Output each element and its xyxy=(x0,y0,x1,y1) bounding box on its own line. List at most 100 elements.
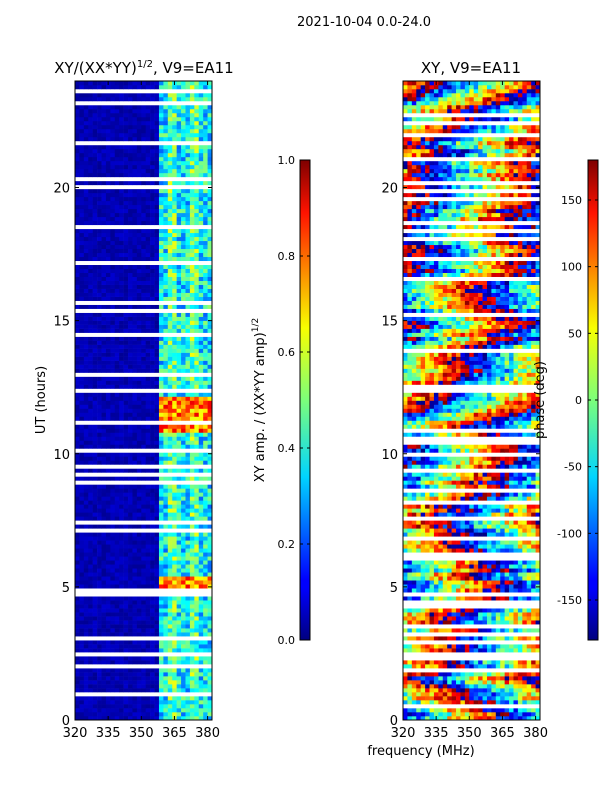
heatmap-cell xyxy=(189,452,195,457)
heatmap-cell xyxy=(75,624,80,629)
heatmap-cell xyxy=(83,612,89,617)
heatmap-cell xyxy=(158,172,164,178)
heatmap-cell xyxy=(194,648,200,653)
heatmap-cell xyxy=(123,672,129,677)
heatmap-cell xyxy=(198,524,204,529)
heatmap-cell xyxy=(194,204,200,210)
heatmap-cell xyxy=(198,688,204,693)
heatmap-cell xyxy=(79,500,85,505)
heatmap-cell xyxy=(181,688,186,693)
heatmap-cell xyxy=(198,348,204,353)
heatmap-cell xyxy=(150,440,155,445)
heatmap-cell xyxy=(141,136,147,142)
heatmap-cell xyxy=(141,360,147,365)
heatmap-cell xyxy=(97,212,102,218)
heatmap-cell xyxy=(136,540,142,545)
heatmap-cell xyxy=(110,488,116,493)
heatmap-cell xyxy=(119,81,124,86)
heatmap-cell xyxy=(176,268,182,273)
heatmap-cell xyxy=(181,444,186,449)
heatmap-cell xyxy=(92,356,98,361)
heatmap-cell xyxy=(123,400,129,405)
heatmap-cell xyxy=(105,536,111,541)
heatmap-cell xyxy=(83,156,89,162)
heatmap-cell xyxy=(114,116,120,122)
heatmap-cell xyxy=(119,364,124,369)
heatmap-cell xyxy=(128,680,133,685)
heatmap-cell xyxy=(176,656,182,661)
heatmap-cell xyxy=(136,600,142,605)
heatmap-cell xyxy=(110,648,116,653)
heatmap-cell xyxy=(522,716,528,721)
heatmap-cell xyxy=(145,656,151,661)
heatmap-cell xyxy=(176,352,182,357)
heatmap-cell xyxy=(110,540,116,545)
heatmap-cell xyxy=(203,312,208,317)
heatmap-cell xyxy=(535,716,541,721)
heatmap-cell xyxy=(429,608,435,613)
heatmap-cell xyxy=(110,148,116,154)
heatmap-cell xyxy=(141,628,147,633)
heatmap-cell xyxy=(189,404,195,409)
heatmap-cell xyxy=(176,532,182,537)
heatmap-cell xyxy=(163,492,169,497)
heatmap-cell xyxy=(136,380,142,385)
heatmap-cell xyxy=(132,320,138,325)
heatmap-cell xyxy=(154,220,160,226)
heatmap-cell xyxy=(425,676,430,681)
heatmap-cell xyxy=(79,312,85,317)
heatmap-cell xyxy=(145,704,151,709)
heatmap-cell xyxy=(114,640,120,645)
heatmap-cell xyxy=(114,676,120,681)
heatmap-cell xyxy=(92,628,98,633)
heatmap-cell xyxy=(509,700,514,705)
heatmap-cell xyxy=(141,452,147,457)
heatmap-cell xyxy=(97,672,102,677)
heatmap-cell xyxy=(88,196,93,202)
heatmap-cell xyxy=(198,344,204,349)
heatmap-cell xyxy=(429,644,435,649)
heatmap-cell xyxy=(163,108,169,114)
heatmap-cell xyxy=(101,540,107,545)
heatmap-cell xyxy=(83,228,89,234)
heatmap-cell xyxy=(154,568,160,573)
heatmap-cell xyxy=(92,216,98,222)
heatmap-cell xyxy=(163,700,169,705)
heatmap-cell xyxy=(172,564,177,569)
heatmap-cell xyxy=(136,476,142,481)
heatmap-cell xyxy=(97,288,102,293)
heatmap-cell xyxy=(110,604,116,609)
heatmap-cell xyxy=(88,624,93,629)
heatmap-cell xyxy=(110,564,116,569)
heatmap-cell xyxy=(79,392,85,397)
heatmap-cell xyxy=(509,644,514,649)
heatmap-cell xyxy=(136,252,142,258)
heatmap-cell xyxy=(158,164,164,170)
heatmap-cell xyxy=(163,120,169,126)
heatmap-cell xyxy=(194,244,200,250)
heatmap-cell xyxy=(105,232,111,238)
heatmap-cell xyxy=(167,396,173,401)
heatmap-cell xyxy=(136,136,142,142)
heatmap-cell xyxy=(207,232,213,238)
heatmap-cell xyxy=(172,368,177,373)
heatmap-cell xyxy=(416,664,421,669)
heatmap-cell xyxy=(119,252,124,258)
heatmap-cell xyxy=(83,544,89,549)
heatmap-cell xyxy=(176,452,182,457)
heatmap-cell xyxy=(198,456,204,461)
heatmap-cell xyxy=(114,620,120,625)
heatmap-cell xyxy=(79,428,85,433)
heatmap-cell xyxy=(119,104,124,110)
heatmap-cell xyxy=(83,208,89,214)
heatmap-cell xyxy=(203,320,208,325)
heatmap-cell xyxy=(75,608,80,613)
heatmap-cell xyxy=(478,628,483,633)
heatmap-cell xyxy=(97,412,102,417)
heatmap-cell xyxy=(141,556,147,561)
heatmap-cell xyxy=(136,648,142,653)
heatmap-cell xyxy=(411,708,417,713)
heatmap-cell xyxy=(181,116,186,122)
heatmap-cell xyxy=(167,440,173,445)
heatmap-cell xyxy=(509,708,514,713)
